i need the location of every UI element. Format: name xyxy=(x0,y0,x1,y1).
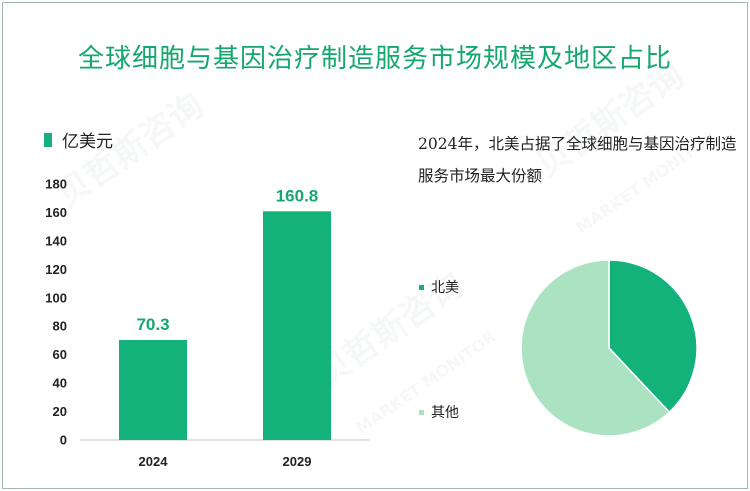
legend-label: 亿美元 xyxy=(62,132,113,152)
y-tick-label: 120 xyxy=(45,262,67,277)
bar-2024 xyxy=(119,340,187,440)
pie-legend-other: 其他 xyxy=(419,402,459,422)
bar-legend: 亿美元 xyxy=(44,127,113,152)
legend-swatch xyxy=(419,284,424,290)
legend-swatch xyxy=(44,132,52,147)
y-tick-label: 0 xyxy=(60,433,67,448)
data-label: 160.8 xyxy=(276,186,319,205)
pie-slice-north-america xyxy=(608,259,698,414)
y-tick-label: 100 xyxy=(45,290,67,305)
pie-slice-other xyxy=(520,259,671,437)
pie-chart xyxy=(520,259,698,437)
legend-label: 北美 xyxy=(431,280,459,296)
bar-2029 xyxy=(263,211,331,440)
y-tick-label: 40 xyxy=(53,376,67,391)
legend-label: 其他 xyxy=(431,405,459,421)
x-tick-label: 2024 xyxy=(139,454,169,469)
pie-legend-north-america: 北美 xyxy=(419,277,459,297)
x-tick-label: 2029 xyxy=(283,454,312,469)
y-tick-label: 180 xyxy=(45,177,67,192)
bar-chart: 0 20 40 60 80 100 120 140 160 180 70.3 2024 160.8 20… xyxy=(45,177,370,469)
y-tick-label: 80 xyxy=(53,319,67,334)
chart-title: 全球细胞与基因治疗制造服务市场规模及地区占比 xyxy=(77,44,672,74)
legend-swatch xyxy=(419,409,424,415)
y-tick-label: 140 xyxy=(45,233,67,248)
pie-caption: 2024年，北美占据了全球细胞与基因治疗制造服务市场最大份额 xyxy=(418,135,737,185)
y-tick-label: 60 xyxy=(53,347,67,362)
data-label: 70.3 xyxy=(136,315,169,334)
y-tick-label: 160 xyxy=(45,205,67,220)
y-tick-label: 20 xyxy=(53,404,67,419)
